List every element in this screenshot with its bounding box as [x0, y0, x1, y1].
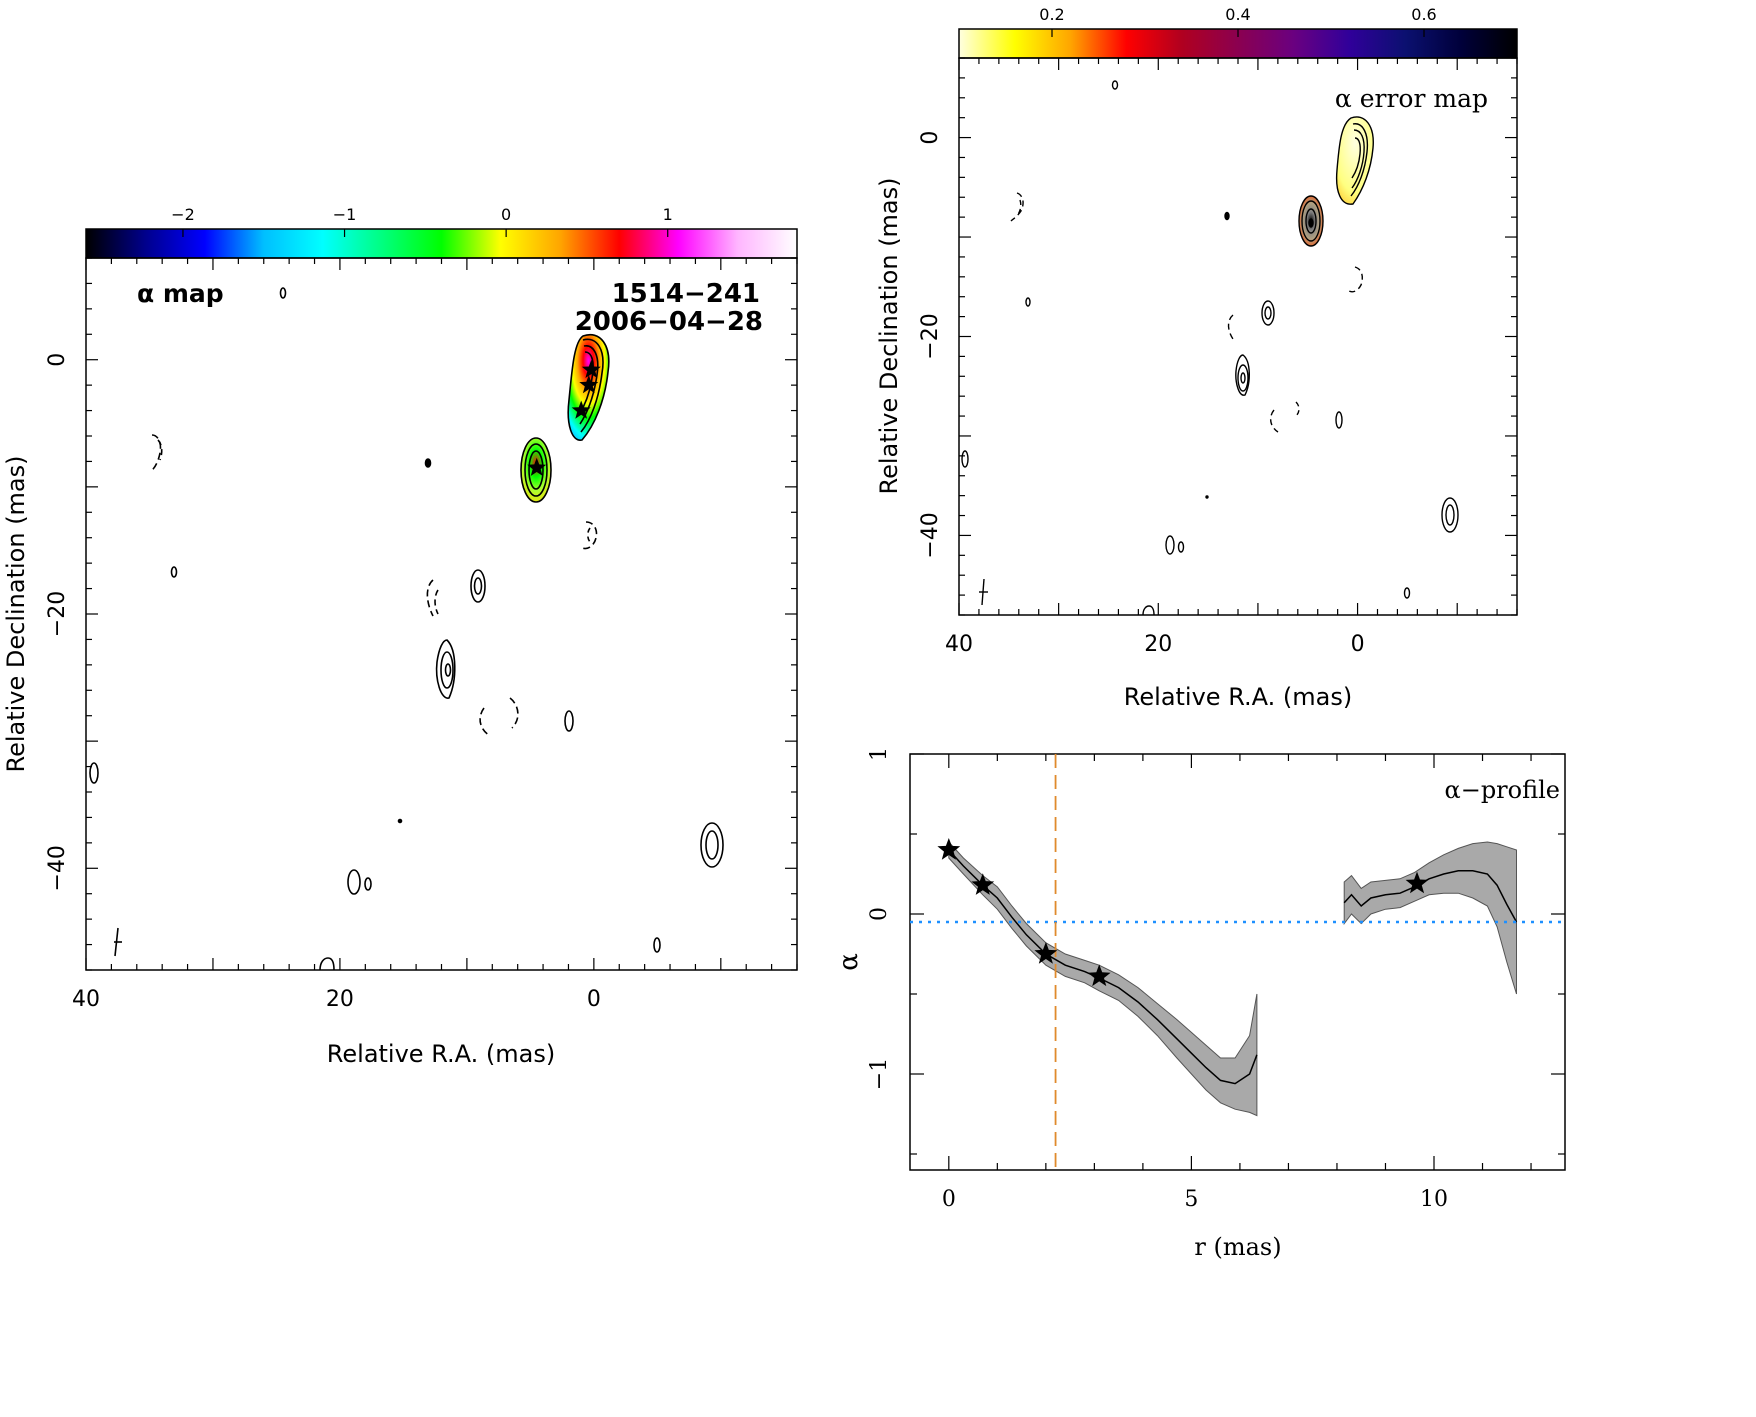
alpha-map-axis-ticks: 40 20 0 0 −20 −40 — [45, 257, 798, 1012]
profile-lines — [948, 849, 1518, 1085]
alpha-error-map-panel: 0.2 0.4 0.6 40 20 0 0 −20 −40 — [875, 5, 1518, 711]
profile-reference-lines — [910, 754, 1565, 1170]
profile-markers — [937, 838, 1429, 987]
alpha-map-star — [571, 400, 591, 419]
error-map-beam — [979, 578, 988, 606]
source-name: 1514−241 — [612, 279, 760, 309]
x-tick-label: 5 — [1184, 1187, 1198, 1212]
profile-line — [1343, 870, 1518, 923]
y-tick-label: −40 — [45, 845, 70, 891]
x-tick-label: 0 — [942, 1187, 956, 1212]
profile-star — [1405, 871, 1429, 894]
alpha-map-ylabel: Relative Declination (mas) — [2, 455, 30, 772]
alpha-map-xlabel: Relative R.A. (mas) — [327, 1040, 555, 1068]
error-map-ylabel: Relative Declination (mas) — [875, 177, 903, 494]
profile-star — [1034, 942, 1058, 964]
colorbar-tick-label: 0 — [501, 205, 511, 224]
y-tick-label: −40 — [918, 512, 943, 558]
profile-title: α−profile — [1445, 776, 1561, 804]
error-map-frame — [958, 57, 1518, 616]
alpha-map-star — [579, 375, 599, 394]
y-tick-label: −20 — [45, 591, 70, 637]
y-tick-label: 0 — [867, 907, 892, 921]
alpha-map-markers — [527, 359, 601, 476]
y-tick-label: 1 — [867, 747, 892, 761]
alpha-map-star — [581, 359, 601, 378]
profile-ylabel: α — [834, 953, 864, 971]
alpha-map-frame — [85, 257, 798, 971]
error-map-contours — [961, 80, 1459, 616]
x-tick-label: 0 — [1351, 632, 1365, 657]
alpha-map-title: α map — [137, 279, 224, 308]
x-tick-label: 20 — [1144, 632, 1172, 657]
x-tick-label: 10 — [1420, 1187, 1448, 1212]
error-map-xlabel: Relative R.A. (mas) — [1124, 683, 1352, 711]
alpha-map-panel: −2 −1 0 1 40 20 0 0 −20 −40 — [2, 205, 798, 1068]
colorbar-tick-label: −2 — [171, 205, 195, 224]
observation-date: 2006−04−28 — [575, 307, 763, 337]
alpha-map-star — [527, 457, 547, 476]
profile-error-bands — [948, 840, 1517, 1117]
colorbar-tick-label: −1 — [333, 205, 357, 224]
y-tick-label: −20 — [918, 313, 943, 359]
alpha-colorbar — [85, 228, 798, 259]
colorbar-tick-label: 0.2 — [1039, 5, 1064, 24]
x-tick-label: 0 — [587, 987, 601, 1012]
y-tick-label: 0 — [45, 353, 70, 367]
profile-frame — [909, 753, 1566, 1171]
error-colorbar-ticks: 0.2 0.4 0.6 — [1039, 5, 1437, 37]
profile-star — [937, 838, 961, 860]
profile-star — [971, 873, 995, 895]
profile-star — [1087, 964, 1111, 987]
alpha-colorbar-ticks: −2 −1 0 1 — [171, 205, 673, 237]
profile-line — [948, 849, 1258, 1085]
x-tick-label: 40 — [72, 987, 100, 1012]
colorbar-tick-label: 0.6 — [1411, 5, 1436, 24]
colorbar-tick-label: 1 — [663, 205, 673, 224]
alpha-map-beam — [114, 927, 122, 957]
x-tick-label: 20 — [326, 987, 354, 1012]
y-tick-label: −1 — [867, 1058, 892, 1090]
error-map-title: α error map — [1335, 84, 1488, 113]
y-tick-label: 0 — [918, 131, 943, 145]
error-map-axis-ticks: 40 20 0 0 −20 −40 — [918, 57, 1518, 657]
alpha-map-contours — [89, 287, 724, 971]
colorbar-tick-label: 0.4 — [1225, 5, 1250, 24]
profile-xlabel: r (mas) — [1194, 1233, 1281, 1261]
error-band — [1343, 841, 1517, 995]
x-tick-label: 40 — [945, 632, 973, 657]
